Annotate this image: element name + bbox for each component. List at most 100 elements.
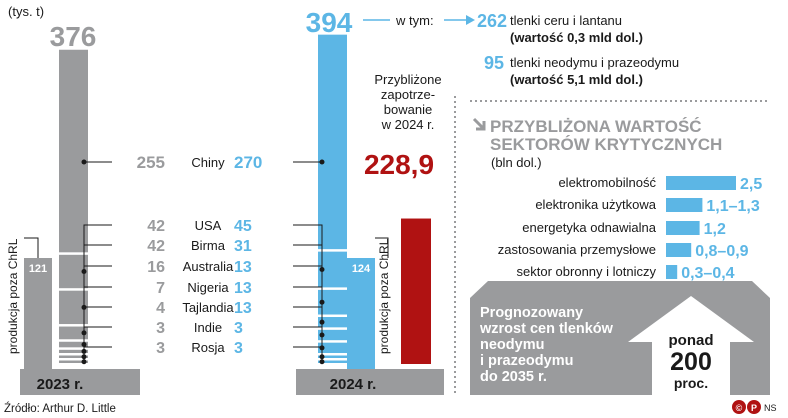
demand-label-line: Przybliżone — [374, 72, 441, 87]
sector-label: elektromobilność — [558, 175, 656, 190]
leader-line-2024 — [293, 265, 323, 323]
value-2023-indie: 3 — [156, 320, 165, 337]
in-which-label: w tym: — [395, 13, 434, 28]
outside-china-value-2023: 121 — [29, 263, 47, 275]
outside-china-bar-2023 — [24, 258, 52, 369]
outside-china-value-2024: 124 — [352, 263, 371, 275]
stack-segment-indie — [318, 355, 347, 358]
outside-china-label-2024: produkcja poza ChRL — [377, 238, 391, 354]
sector-bar — [666, 176, 736, 190]
leader-line-2023 — [83, 346, 112, 362]
sector-label: sektor obronny i lotniczy — [517, 264, 657, 279]
value-2024-nigeria: 13 — [234, 280, 252, 297]
leader-line-2024 — [293, 326, 323, 357]
breakdown-line: tlenki neodymu i prazeodymu — [510, 55, 679, 70]
breakdown-value: 95 — [484, 53, 504, 73]
forecast-arrow-bottom: proc. — [674, 375, 708, 391]
demand-label-line: w 2024 r. — [381, 117, 435, 132]
sector-arrow-icon — [472, 117, 486, 131]
leader-line-2023 — [83, 265, 112, 333]
sector-bars: elektromobilność 2,5 elektronika użytkowa 1… — [498, 175, 763, 282]
value-2024-chiny: 270 — [234, 153, 262, 172]
outside-china-bracket-2024 — [375, 237, 389, 258]
stack-segment-indie — [59, 355, 88, 358]
leader-line-2024 — [293, 244, 323, 303]
forecast-line: neodymu — [480, 337, 544, 353]
sector-label: zastosowania przemysłowe — [498, 242, 656, 257]
leader-dot — [319, 359, 325, 365]
value-2023-birma: 42 — [147, 238, 165, 255]
sector-bar — [666, 198, 703, 212]
breakdown-line: (wartość 0,3 mld dol.) — [510, 30, 643, 45]
value-2023-rosja: 3 — [156, 340, 165, 357]
country-label-rosja: Rosja — [191, 340, 225, 355]
leader-line-2024 — [293, 346, 323, 362]
stack-segment-rosja — [318, 360, 347, 363]
demand-group: Przybliżone zapotrze- bowanie w 2024 r. … — [364, 72, 442, 364]
logo-icon: © P — [732, 400, 761, 414]
breakdown-value: 262 — [477, 11, 507, 31]
sector-label: energetyka odnawialna — [522, 220, 656, 235]
sector-value: 2,5 — [740, 176, 762, 193]
forecast-line: Prognozowany — [480, 305, 583, 321]
country-label-australia: Australia — [183, 259, 234, 274]
stack-segment-tajlandia — [59, 349, 88, 353]
stack-segment-chiny — [318, 34, 347, 250]
source-text: Źródło: Arthur D. Little — [4, 402, 116, 415]
sector-title-line: PRZYBLIŻONA WARTOŚĆ — [490, 117, 702, 136]
value-2024-birma: 31 — [234, 238, 252, 255]
sector-label: elektronika użytkowa — [535, 197, 656, 212]
forecast-arrow-value: 200 — [670, 348, 712, 376]
value-2024-australia: 13 — [234, 259, 252, 276]
year-label-2024: 2024 r. — [330, 376, 377, 393]
country-label-birma: Birma — [191, 238, 226, 253]
value-2023-usa: 42 — [147, 218, 165, 235]
country-label-indie: Indie — [194, 320, 222, 335]
leader-dot — [81, 359, 87, 365]
leader-line-2023 — [83, 244, 112, 308]
outside-china-label-2023: produkcja poza ChRL — [6, 238, 20, 354]
demand-value: 228,9 — [364, 149, 434, 180]
total-2023: 376 — [50, 21, 97, 52]
sector-bar — [666, 265, 678, 279]
stack-segment-rosja — [59, 360, 88, 363]
total-2024: 394 — [306, 7, 353, 38]
country-label-nigeria: Nigeria — [187, 280, 229, 295]
stack-segment-australia — [318, 317, 347, 328]
year-label-2023: 2023 r. — [37, 376, 84, 393]
breakdown-arrow-head — [466, 15, 475, 25]
value-2023-tajlandia: 4 — [156, 300, 165, 317]
forecast-line: wzrost cen tlenków — [479, 321, 614, 337]
value-2023-chiny: 255 — [137, 153, 165, 172]
sector-bar — [666, 243, 692, 257]
leader-line-2023 — [83, 224, 112, 272]
stack-segment-nigeria — [318, 329, 347, 341]
demand-label-line: bowanie — [384, 102, 432, 117]
value-2024-rosja: 3 — [234, 340, 243, 357]
unit-label: (tys. t) — [8, 4, 44, 19]
forecast-arrow-top: ponad — [669, 332, 714, 349]
leader-dot — [81, 159, 87, 165]
demand-bar — [401, 218, 431, 364]
forecast-up-arrow — [628, 296, 754, 395]
svg-text:P: P — [751, 403, 757, 413]
sector-value: 0,8–0,9 — [695, 243, 748, 260]
credit-text: NS — [764, 403, 777, 413]
breakdown-line: tlenki ceru i lantanu — [510, 13, 622, 28]
stack-2023 — [59, 49, 88, 363]
leader-line-2023 — [83, 286, 112, 345]
sector-value: 0,3–0,4 — [681, 265, 734, 282]
value-2024-tajlandia: 13 — [234, 300, 252, 317]
value-2023-nigeria: 7 — [156, 280, 165, 297]
sector-value: 1,1–1,3 — [706, 198, 759, 215]
base-2024 — [296, 369, 444, 395]
leader-line-2024 — [293, 224, 323, 270]
leader-line-2023 — [83, 306, 112, 352]
stack-segment-nigeria — [59, 341, 88, 348]
leader-line-2023 — [83, 326, 112, 357]
demand-label-line: zapotrze- — [381, 87, 435, 102]
value-2024-indie: 3 — [234, 320, 243, 337]
breakdown-line: (wartość 5,1 mld dol.) — [510, 72, 643, 87]
